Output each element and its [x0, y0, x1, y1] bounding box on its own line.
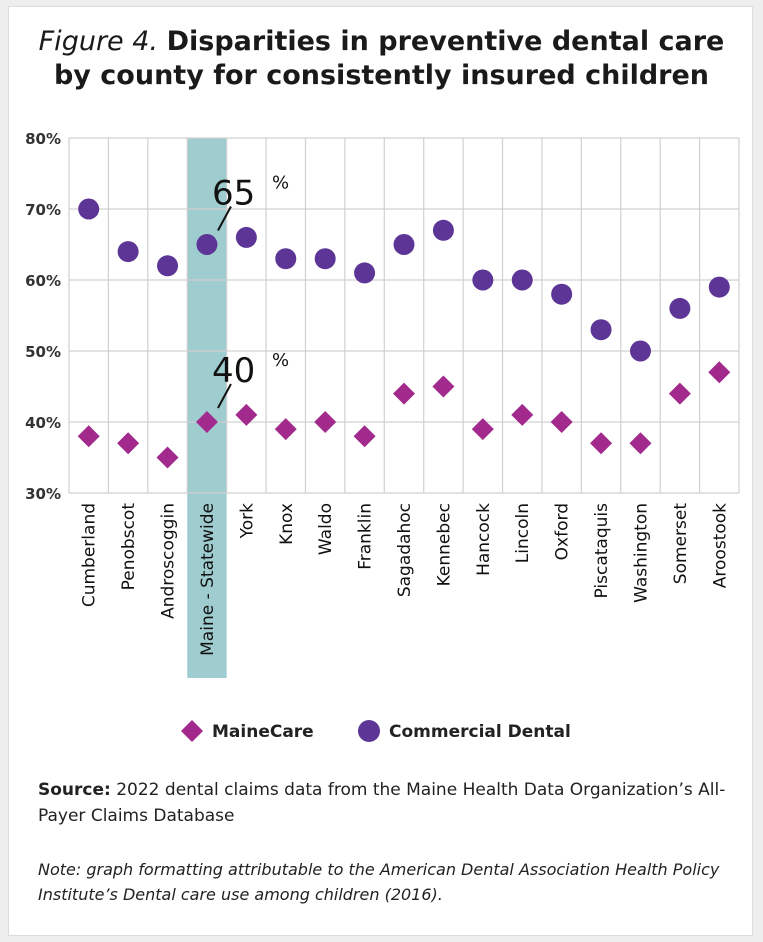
commercial-point — [472, 269, 494, 291]
mainecare-point — [235, 403, 258, 426]
mainecare-point — [353, 425, 376, 448]
annotation-unit: % — [272, 350, 289, 371]
mainecare-point — [471, 418, 494, 441]
title-line1: Disparities in preventive dental care — [166, 26, 725, 57]
mainecare-point — [432, 375, 455, 398]
commercial-point — [629, 340, 651, 362]
category-label: Penobscot — [119, 503, 139, 591]
y-tick-label: 70% — [25, 201, 61, 219]
mainecare-point — [708, 361, 731, 384]
annotation-unit: % — [272, 173, 289, 194]
commercial-point — [235, 226, 257, 248]
commercial-point — [432, 219, 454, 241]
mainecare-point — [550, 411, 573, 433]
commercial-point — [669, 297, 691, 319]
source-text: Source: 2022 dental claims data from the… — [38, 777, 738, 829]
annotation-value: 40 — [212, 351, 255, 391]
commercial-point — [551, 283, 573, 305]
annotation-leader — [217, 206, 232, 231]
commercial-point — [275, 248, 297, 270]
category-label: Kennebec — [434, 503, 454, 586]
mainecare-point — [314, 411, 337, 433]
category-label: Maine - Statewide — [198, 503, 218, 656]
source-label: Source: — [38, 780, 111, 800]
category-label: Cumberland — [80, 503, 100, 607]
mainecare-point — [117, 432, 140, 455]
category-label: Hancock — [474, 503, 494, 576]
annotation-leader — [217, 383, 232, 409]
commercial-point — [117, 241, 139, 263]
figure-label: Figure 4. — [38, 26, 158, 57]
title-line2: by county for consistently insured child… — [53, 60, 710, 91]
mainecare-point — [156, 446, 179, 469]
category-label: Waldo — [316, 503, 336, 555]
annotation-value: 65 — [212, 174, 255, 214]
y-tick-label: 40% — [25, 414, 61, 432]
chart-svg: 30% 40% 50% 60% 70% 80% Cumberland Penobscot And… — [25, 130, 740, 742]
category-label: York — [237, 503, 257, 540]
commercial-point — [354, 262, 376, 284]
y-tick-label: 30% — [25, 485, 61, 503]
category-label: Franklin — [356, 503, 376, 570]
commercial-point — [78, 198, 100, 220]
commercial-point — [590, 319, 612, 341]
category-label: Knox — [277, 503, 297, 545]
legend-mainecare-marker — [181, 720, 203, 742]
y-tick-label: 60% — [25, 272, 61, 290]
mainecare-point — [274, 418, 297, 441]
commercial-point — [393, 234, 415, 255]
y-tick-label: 80% — [25, 130, 61, 148]
category-label: Sagadahoc — [395, 503, 415, 597]
commercial-point — [157, 255, 179, 277]
legend-commercial-label: Commercial Dental — [389, 722, 571, 742]
mainecare-point — [629, 432, 652, 455]
mainecare-point — [590, 432, 613, 455]
note-text: Note: graph formatting attributable to t… — [38, 860, 720, 904]
category-label: Oxford — [553, 503, 573, 560]
legend-commercial-marker — [358, 720, 380, 742]
mainecare-point — [195, 411, 218, 433]
commercial-point — [511, 269, 533, 291]
commercial-point — [196, 234, 218, 255]
category-label: Washington — [631, 503, 651, 603]
figure-card: Figure 4. Disparities in preventive dent… — [8, 6, 753, 936]
commercial-point — [708, 276, 730, 298]
category-label: Piscataquis — [592, 503, 612, 599]
mainecare-point — [393, 382, 415, 405]
mainecare-point — [668, 382, 691, 405]
source-body: 2022 dental claims data from the Maine H… — [38, 780, 726, 826]
chart-title: Figure 4. Disparities in preventive dent… — [9, 25, 754, 93]
category-label: Lincoln — [513, 503, 533, 563]
y-tick-label: 50% — [25, 343, 61, 361]
category-label: Androscoggin — [159, 503, 179, 619]
legend-mainecare-label: MaineCare — [212, 722, 314, 742]
commercial-point — [314, 248, 336, 270]
category-label: Aroostook — [710, 503, 730, 588]
category-label: Somerset — [671, 503, 691, 585]
mainecare-point — [77, 425, 100, 448]
mainecare-point — [511, 403, 534, 426]
